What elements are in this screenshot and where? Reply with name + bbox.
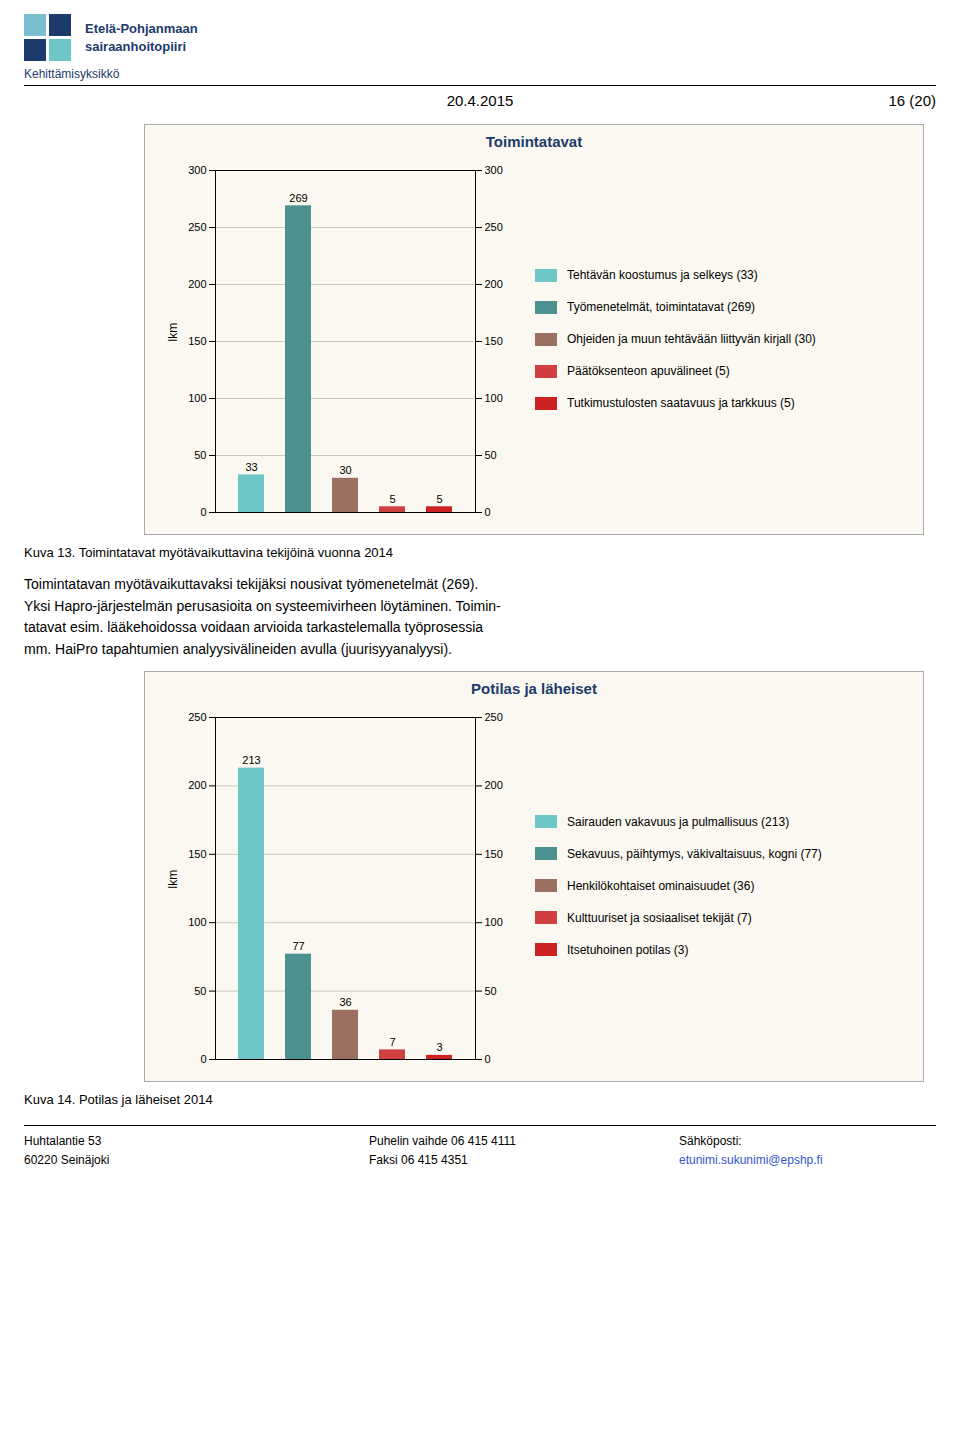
html-text:Etelä-Pohjanmaan: Etelä-Pohjanmaan <box>85 21 198 36</box>
svg-text:100: 100 <box>485 392 503 404</box>
html-text:Huhtalantie 53 60220 Seinäjoki: Huhtalantie 53 60220 Seinäjoki <box>24 1133 110 1167</box>
svg-text:50: 50 <box>194 984 206 996</box>
svg-text:300: 300 <box>485 164 503 176</box>
svg-text:250: 250 <box>188 221 206 233</box>
svg-text:200: 200 <box>188 779 206 791</box>
svg-text:213: 213 <box>242 754 260 766</box>
svg-text:150: 150 <box>188 848 206 860</box>
svg-text:0: 0 <box>485 1053 491 1065</box>
html-text:tatavat esim. lääkehoidossa vo: tatavat esim. lääkehoidossa voidaan arvi… <box>24 619 484 636</box>
svg-text:200: 200 <box>485 278 503 290</box>
svg-text:33: 33 <box>245 461 257 473</box>
html-text:Puhelin vaihde 06 415 4111 Fak: Puhelin vaihde 06 415 4111 Faksi 06 415 … <box>369 1133 516 1167</box>
html-text:16 (20): 16 (20) <box>888 92 936 109</box>
html-text:Kehittämisyksikkö: Kehittämisyksikkö <box>24 67 120 81</box>
svg-text:100: 100 <box>485 916 503 928</box>
html-text:mm. HaiPro tapahtumien analyys: mm. HaiPro tapahtumien analyysivälineide… <box>24 641 452 658</box>
html-text:Sähköposti:: Sähköposti: <box>679 1133 742 1148</box>
svg-text:250: 250 <box>188 711 206 723</box>
svg-text:0: 0 <box>200 506 206 518</box>
html-text:Kuva 14. Potilas ja läheiset 2: Kuva 14. Potilas ja läheiset 2014 <box>24 1091 213 1107</box>
svg-text:0: 0 <box>200 1053 206 1065</box>
svg-text:lkm: lkm <box>166 323 180 342</box>
svg-text:50: 50 <box>194 449 206 461</box>
html-text:Ohjeiden ja muun tehtävään lii: Ohjeiden ja muun tehtävään liittyvän kir… <box>567 332 816 346</box>
html-text:Päätöksenteon apuvälineet (5): Päätöksenteon apuvälineet (5) <box>567 364 730 378</box>
svg-text:7: 7 <box>389 1036 395 1048</box>
svg-text:269: 269 <box>289 192 307 204</box>
svg-text:250: 250 <box>485 221 503 233</box>
svg-text:50: 50 <box>485 984 497 996</box>
html-text:Sairauden vakavuus ja pulmalli: Sairauden vakavuus ja pulmallisuus (213) <box>567 814 790 829</box>
svg-text:3: 3 <box>436 1041 442 1053</box>
svg-text:36: 36 <box>339 996 351 1008</box>
svg-text:150: 150 <box>188 335 206 347</box>
html-text:Tutkimustulosten saatavuus ja: Tutkimustulosten saatavuus ja tarkkuus (… <box>567 396 795 410</box>
html-text:Kuva 13. Toimintatavat myötäva: Kuva 13. Toimintatavat myötävaikuttavina… <box>24 545 393 560</box>
svg-text:100: 100 <box>188 392 206 404</box>
html-text:20.4.2015: 20.4.2015 <box>446 92 514 109</box>
svg-text:77: 77 <box>292 940 304 952</box>
svg-text:250: 250 <box>485 711 503 723</box>
svg-text:50: 50 <box>485 449 497 461</box>
html-text:Työmenetelmät, toimintatavat (: Työmenetelmät, toimintatavat (269) <box>567 300 756 314</box>
html-text:Toimintatavat: Toimintatavat <box>485 133 583 150</box>
svg-text:lkm: lkm <box>166 870 180 889</box>
html-text:Sekavuus, päihtymys, väkivalta: Sekavuus, päihtymys, väkivaltaisuus, kog… <box>567 846 822 861</box>
html-text:Itsetuhoinen potilas (3): Itsetuhoinen potilas (3) <box>567 942 689 957</box>
svg-text:300: 300 <box>188 164 206 176</box>
html-text:Henkilökohtaiset ominaisuudet: Henkilökohtaiset ominaisuudet (36) <box>567 878 755 893</box>
html-text:Tehtävän koostumus ja selkeys: Tehtävän koostumus ja selkeys (33) <box>567 268 758 282</box>
svg-text:150: 150 <box>485 848 503 860</box>
svg-text:5: 5 <box>436 493 442 505</box>
html-text:Toimintatavan myötävaikuttavak: Toimintatavan myötävaikuttavaksi tekijäk… <box>24 576 479 592</box>
svg-text:100: 100 <box>188 916 206 928</box>
svg-text:5: 5 <box>389 493 395 505</box>
html-text:Yksi Hapro-järjestelmän perusa: Yksi Hapro-järjestelmän perusasioita on … <box>24 597 501 614</box>
svg-text:30: 30 <box>339 464 351 476</box>
html-text:sairaanhoitopiiri: sairaanhoitopiiri <box>85 38 187 54</box>
html-text:Kulttuuriset ja sosiaaliset te: Kulttuuriset ja sosiaaliset tekijät (7) <box>567 910 752 925</box>
html-text:Potilas ja läheiset: Potilas ja läheiset <box>471 679 597 697</box>
svg-text:150: 150 <box>485 335 503 347</box>
html-text:etunimi.sukunimi@epshp.fi: etunimi.sukunimi@epshp.fi <box>679 1152 823 1167</box>
svg-text:0: 0 <box>485 506 491 518</box>
svg-text:200: 200 <box>485 779 503 791</box>
svg-text:200: 200 <box>188 278 206 290</box>
